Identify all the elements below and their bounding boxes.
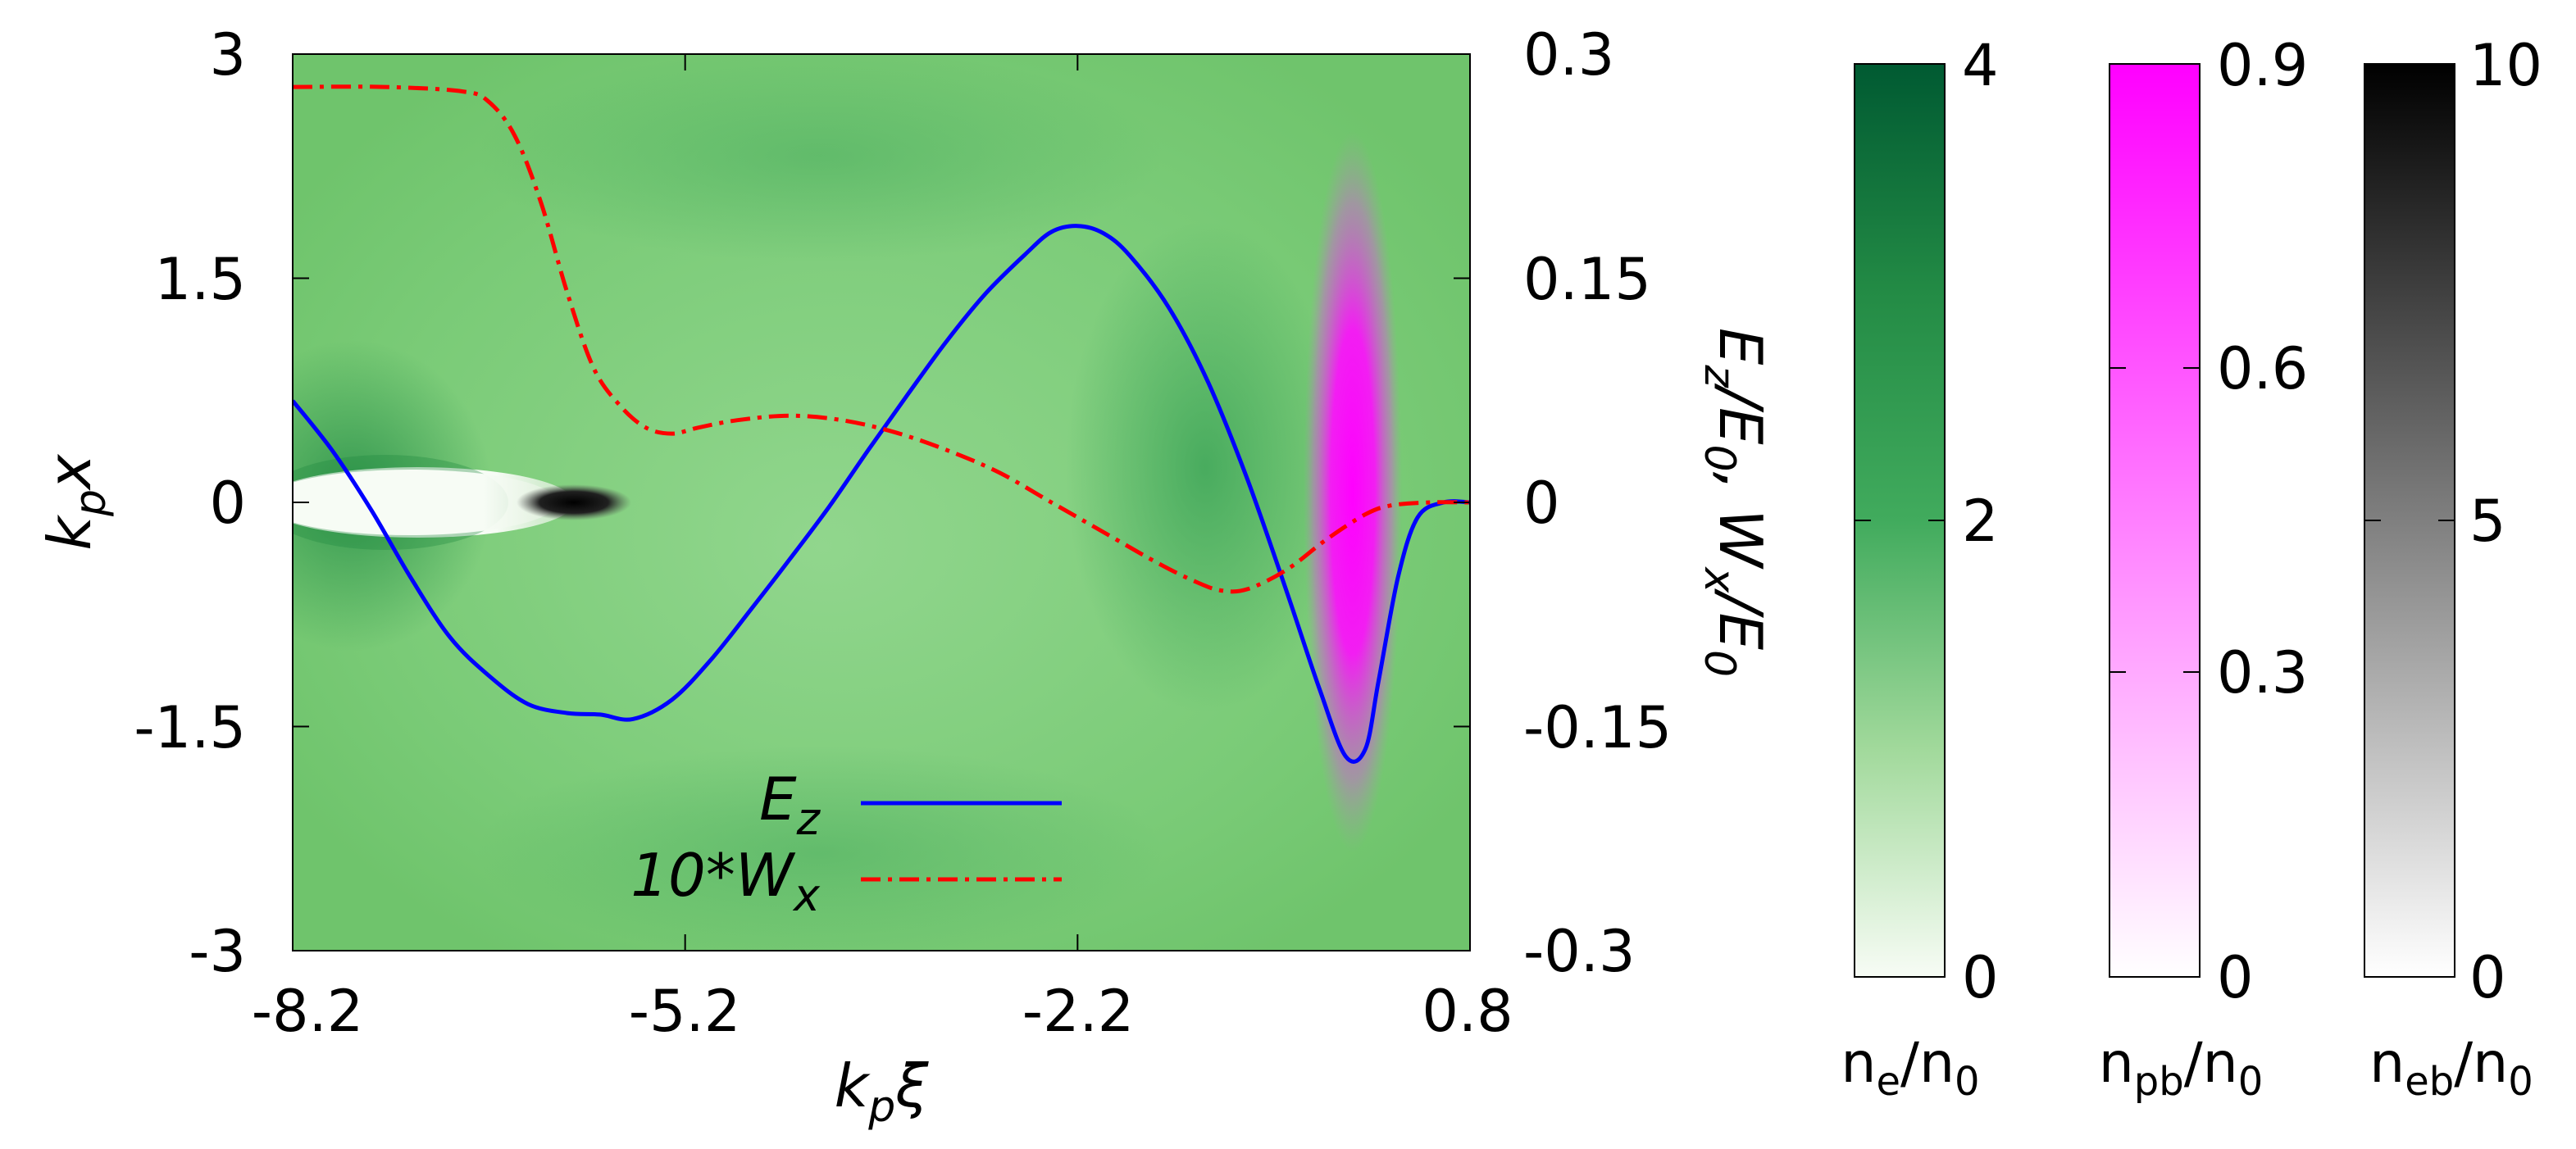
right-y-tick-labels: 0.3 0.15 0 -0.15 -0.3 bbox=[1523, 21, 1672, 985]
colorbar-tick-label: 10 bbox=[2469, 32, 2542, 99]
legend-label-ez: Ez bbox=[759, 765, 821, 845]
tick-marks bbox=[292, 53, 1471, 951]
y-tick-label: 0 bbox=[209, 470, 246, 537]
colorbar-tick-label: 0 bbox=[1962, 944, 1999, 1011]
colorbar-tick-label: 0.6 bbox=[2217, 335, 2308, 402]
colorbar-tick-label: 0.9 bbox=[2217, 32, 2308, 99]
colorbar-tick-label: 0 bbox=[2469, 944, 2506, 1011]
colorbar-label: neb/n0 bbox=[2369, 1031, 2533, 1105]
y2-tick-label: 0.15 bbox=[1523, 246, 1651, 313]
colorbar-positron-density-gradient bbox=[2109, 63, 2201, 978]
colorbar-electron-density: 4 2 0 ne/n0 bbox=[1841, 32, 1998, 1105]
legend-label-wx: 10*Wx bbox=[630, 841, 821, 921]
y-tick-label: 3 bbox=[209, 21, 246, 89]
bubble-wall-top bbox=[476, 54, 1164, 262]
dense-region-mid bbox=[1066, 221, 1345, 713]
x-tick-label: 0.8 bbox=[1422, 978, 1513, 1045]
x-axis-label: kpξ bbox=[835, 1051, 930, 1132]
y-tick-label: -3 bbox=[189, 918, 246, 985]
left-y-tick-labels: 3 1.5 0 -1.5 -3 bbox=[134, 21, 246, 985]
y2-tick-label: -0.15 bbox=[1523, 694, 1672, 761]
y-tick-label: -1.5 bbox=[134, 694, 246, 761]
colorbar-label: npb/n0 bbox=[2099, 1031, 2264, 1105]
colorbar-tick-label: 5 bbox=[2469, 488, 2506, 555]
y-tick-label: 1.5 bbox=[155, 246, 246, 313]
x-tick-label: -5.2 bbox=[629, 978, 741, 1045]
colorbar-tick-label: 2 bbox=[1962, 488, 1999, 555]
y2-tick-label: 0 bbox=[1523, 470, 1560, 537]
series-line-ez bbox=[293, 224, 1470, 764]
y-axis-label: kpx bbox=[35, 453, 116, 551]
legend: Ez 10*Wx bbox=[630, 765, 1062, 921]
series-line-wx bbox=[293, 84, 1470, 594]
curves bbox=[293, 84, 1470, 764]
x-tick-label: -2.2 bbox=[1022, 978, 1135, 1045]
bubble-wall-bottom bbox=[476, 746, 1164, 951]
x-tick-label: -8.2 bbox=[252, 978, 364, 1045]
positron-bunch bbox=[1304, 131, 1402, 852]
y2-axis-label: Ez/E0, Wx/E0 bbox=[1695, 328, 1775, 677]
y2-tick-label: -0.3 bbox=[1523, 918, 1636, 985]
colorbar-label: ne/n0 bbox=[1841, 1031, 1979, 1105]
electron-cavity-core bbox=[293, 470, 558, 535]
colorbar-tick-label: 4 bbox=[1962, 32, 1999, 99]
colorbar-electron-beam-density: 10 5 0 neb/n0 bbox=[2364, 32, 2542, 1105]
colorbar-tick-label: 0 bbox=[2217, 944, 2254, 1011]
electron-bunch bbox=[517, 484, 631, 520]
density-map bbox=[293, 54, 1470, 951]
colorbar-tick-label: 0.3 bbox=[2217, 639, 2308, 706]
colorbar-positron-density: 0.9 0.6 0.3 0 npb/n0 bbox=[2099, 32, 2309, 1105]
y2-tick-label: 0.3 bbox=[1523, 21, 1614, 89]
x-tick-labels: -8.2 -5.2 -2.2 0.8 bbox=[252, 978, 1513, 1045]
